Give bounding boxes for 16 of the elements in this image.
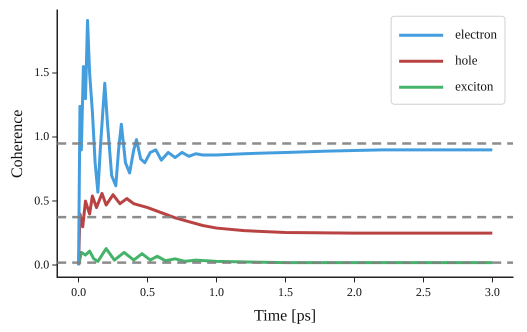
x-tick-label: 3.0 [484,284,500,299]
x-tick-label: 0.0 [71,284,86,299]
y-axis-title: Coherence [8,110,26,178]
y-tick-label: 0.0 [34,257,50,272]
legend-label: exciton [455,78,494,94]
x-tick-label: 2.0 [346,284,362,299]
x-tick-label: 1.0 [208,284,224,299]
y-tick-label: 1.0 [34,129,50,144]
y-tick-label: 0.5 [34,193,50,208]
legend-label: hole [455,52,478,68]
x-tick-label: 0.5 [140,284,156,299]
x-axis-title: Time [ps] [254,308,316,325]
legend-label: electron [455,26,498,42]
y-tick-label: 1.5 [34,65,50,80]
x-tick-label: 1.5 [278,284,293,299]
x-tick-label: 2.5 [416,284,431,299]
